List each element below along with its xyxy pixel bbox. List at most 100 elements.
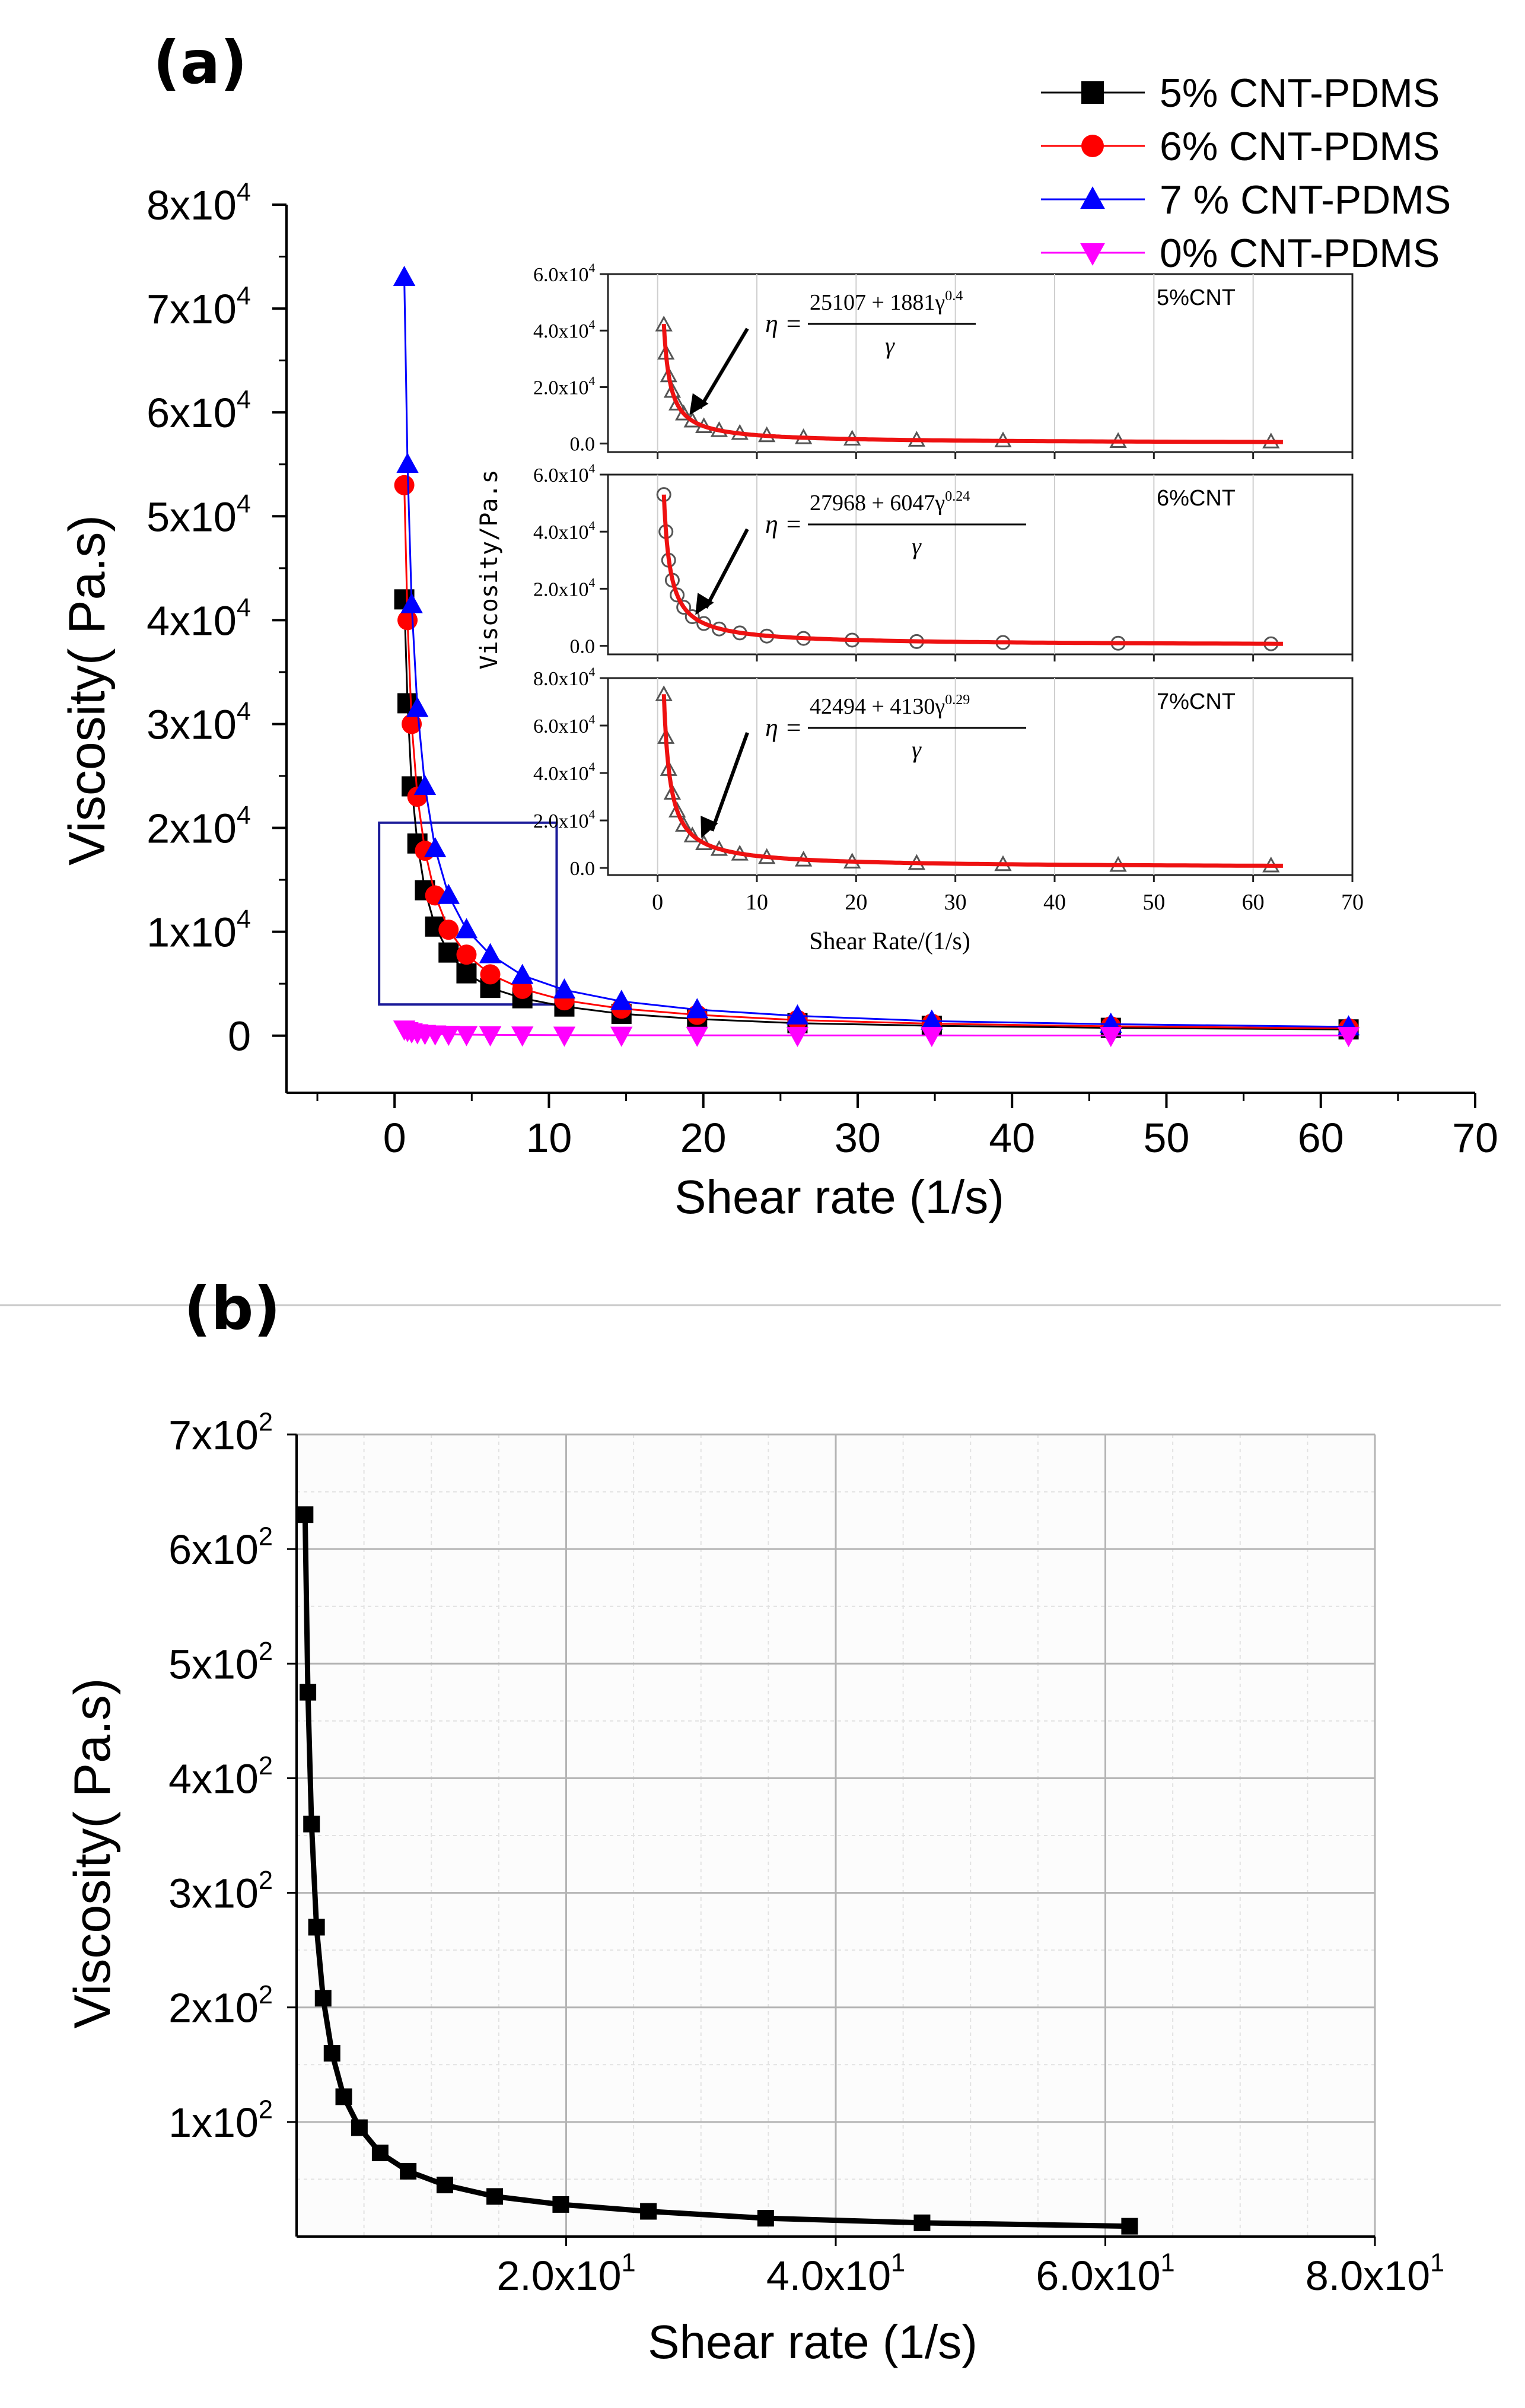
inset-y-tick-label-mantissa: 4.0x10	[533, 320, 589, 342]
a-data-point	[686, 1026, 708, 1047]
b-data-point	[552, 2196, 569, 2213]
b-y-tick-label-mantissa: 4x10	[168, 1755, 259, 1802]
inset-data-point	[676, 600, 692, 615]
a-y-tick-label-mantissa: 5x10	[147, 494, 237, 540]
inset-y-tick-label-exponent: 4	[588, 575, 595, 590]
inset-frame	[607, 273, 1354, 453]
inset-y-tick-label: 4.0x104	[533, 317, 596, 342]
equation-lhs: η =	[765, 510, 803, 539]
a-data-point	[402, 714, 422, 734]
inset-x-tick-label: 20	[845, 890, 867, 915]
inset-x-tick-label: 0	[652, 890, 663, 915]
legend-marker	[1081, 135, 1104, 157]
a-data-point	[786, 1004, 809, 1025]
inset-y-tick-label-exponent: 4	[588, 261, 595, 275]
b-data-point	[640, 2203, 657, 2220]
b-data-point	[335, 2088, 352, 2105]
equation-arrow	[704, 528, 749, 609]
b-data-point	[400, 2162, 417, 2180]
a-data-point	[456, 944, 477, 965]
a-data-point	[400, 593, 423, 613]
b-x-tick-label-exponent: 1	[891, 2249, 905, 2277]
inset-data-point	[668, 395, 686, 411]
inset-data-point	[675, 404, 693, 421]
a-zoom-box	[378, 821, 558, 1006]
b-data-point	[913, 2214, 931, 2231]
a-data-point	[424, 836, 447, 857]
b-y-tick-label-exponent: 2	[259, 1981, 273, 2009]
a-y-tick-label: 2x104	[147, 801, 251, 852]
inset-y-tick-label: 0.0	[570, 434, 596, 456]
b-series-0	[297, 1506, 1138, 2235]
inset-y-tick-label-mantissa: 2.0x10	[533, 377, 589, 399]
b-y-tick-label-exponent: 2	[259, 1637, 273, 1666]
equation-lhs: η =	[765, 309, 803, 338]
equation-arrow	[698, 327, 749, 409]
b-y-tick-label: 4x102	[168, 1752, 273, 1802]
a-y-tick-label-mantissa: 8x10	[147, 182, 237, 228]
inset-y-tick-label: 2.0x104	[533, 374, 596, 399]
a-y-tick-label-mantissa: 6x10	[147, 390, 237, 436]
a-x-tick-label: 40	[989, 1115, 1035, 1161]
b-y-tick-label: 6x102	[168, 1523, 273, 1573]
b-x-tick-label-mantissa: 4.0x10	[766, 2253, 891, 2299]
b-y-axis-label: Viscosity( Pa.s)	[64, 1678, 121, 2029]
b-data-point	[300, 1684, 317, 1701]
a-y-tick-label: 1x104	[147, 905, 251, 956]
b-x-tick-label: 2.0x101	[496, 2249, 635, 2299]
inset-data-point	[683, 826, 701, 842]
legend-marker	[1080, 243, 1105, 266]
inset-y-tick-label-mantissa: 0.0	[570, 636, 596, 658]
equation-numerator: 42494 + 4130γ0.29	[810, 692, 970, 719]
a-data-point	[610, 990, 633, 1010]
equation-numerator-exponent: 0.4	[945, 288, 963, 304]
a-y-tick-label: 8x104	[147, 179, 251, 229]
equation-numerator: 25107 + 1881γ0.4	[810, 288, 963, 315]
a-data-point	[455, 918, 478, 939]
inset-data-point	[670, 587, 685, 603]
inset-y-axis-label: Viscosity/Pa.s	[476, 469, 503, 669]
a-x-tick-label: 50	[1144, 1115, 1190, 1161]
inset-y-tick-label: 6.0x104	[533, 712, 596, 737]
a-data-point	[1337, 1027, 1360, 1048]
a-series-3	[393, 1020, 1360, 1048]
inset-data-point	[685, 609, 700, 625]
a-x-tick-label: 30	[835, 1115, 881, 1161]
inset-y-tick-label: 6.0x104	[533, 462, 596, 486]
inset-equation: η = 27968 + 6047γ0.24 γ	[765, 489, 1026, 559]
b-y-tick-label: 2x102	[168, 1981, 273, 2031]
inset-y-tick-label: 0.0	[570, 858, 596, 880]
b-data-point	[371, 2145, 389, 2162]
b-y-tick-label: 1x102	[168, 2095, 273, 2146]
legend-marker	[1080, 186, 1105, 209]
b-y-tick-label-mantissa: 6x10	[168, 1526, 259, 1573]
inset-data-point	[675, 816, 693, 832]
equation-denominator: γ	[912, 533, 922, 559]
b-y-tick-label-mantissa: 3x10	[168, 1871, 259, 1917]
inset-y-tick-label-mantissa: 4.0x10	[533, 763, 589, 785]
inset-x-axis-label: Shear Rate/(1/s)	[809, 928, 970, 955]
a-y-tick-label-exponent: 4	[237, 179, 251, 207]
inset-y-tick-label-exponent: 4	[588, 665, 595, 679]
inset-y-tick-label-mantissa: 4.0x10	[533, 521, 589, 543]
b-data-point	[351, 2119, 368, 2136]
inset-x-tick-label: 30	[944, 890, 967, 915]
equation-numerator-main: 42494 + 4130γ	[810, 694, 945, 719]
inset-y-tick-label: 2.0x104	[533, 807, 596, 832]
a-data-point	[921, 1026, 943, 1047]
a-y-tick-label-exponent: 4	[237, 698, 251, 726]
inset-frame	[607, 677, 1354, 876]
panel-a-label: (a)	[153, 28, 247, 97]
inset-frame	[607, 473, 1354, 656]
equation-denominator: γ	[885, 332, 895, 359]
a-y-tick-label: 6x104	[147, 386, 251, 437]
inset-y-tick-label: 4.0x104	[533, 519, 596, 543]
b-x-axis-label: Shear rate (1/s)	[648, 2315, 978, 2368]
a-data-point	[553, 1026, 576, 1047]
b-data-point	[436, 2177, 453, 2194]
equation-denominator: γ	[912, 736, 922, 763]
equation-arrowhead	[689, 393, 709, 415]
inset-y-tick-label-mantissa: 6.0x10	[533, 264, 589, 286]
